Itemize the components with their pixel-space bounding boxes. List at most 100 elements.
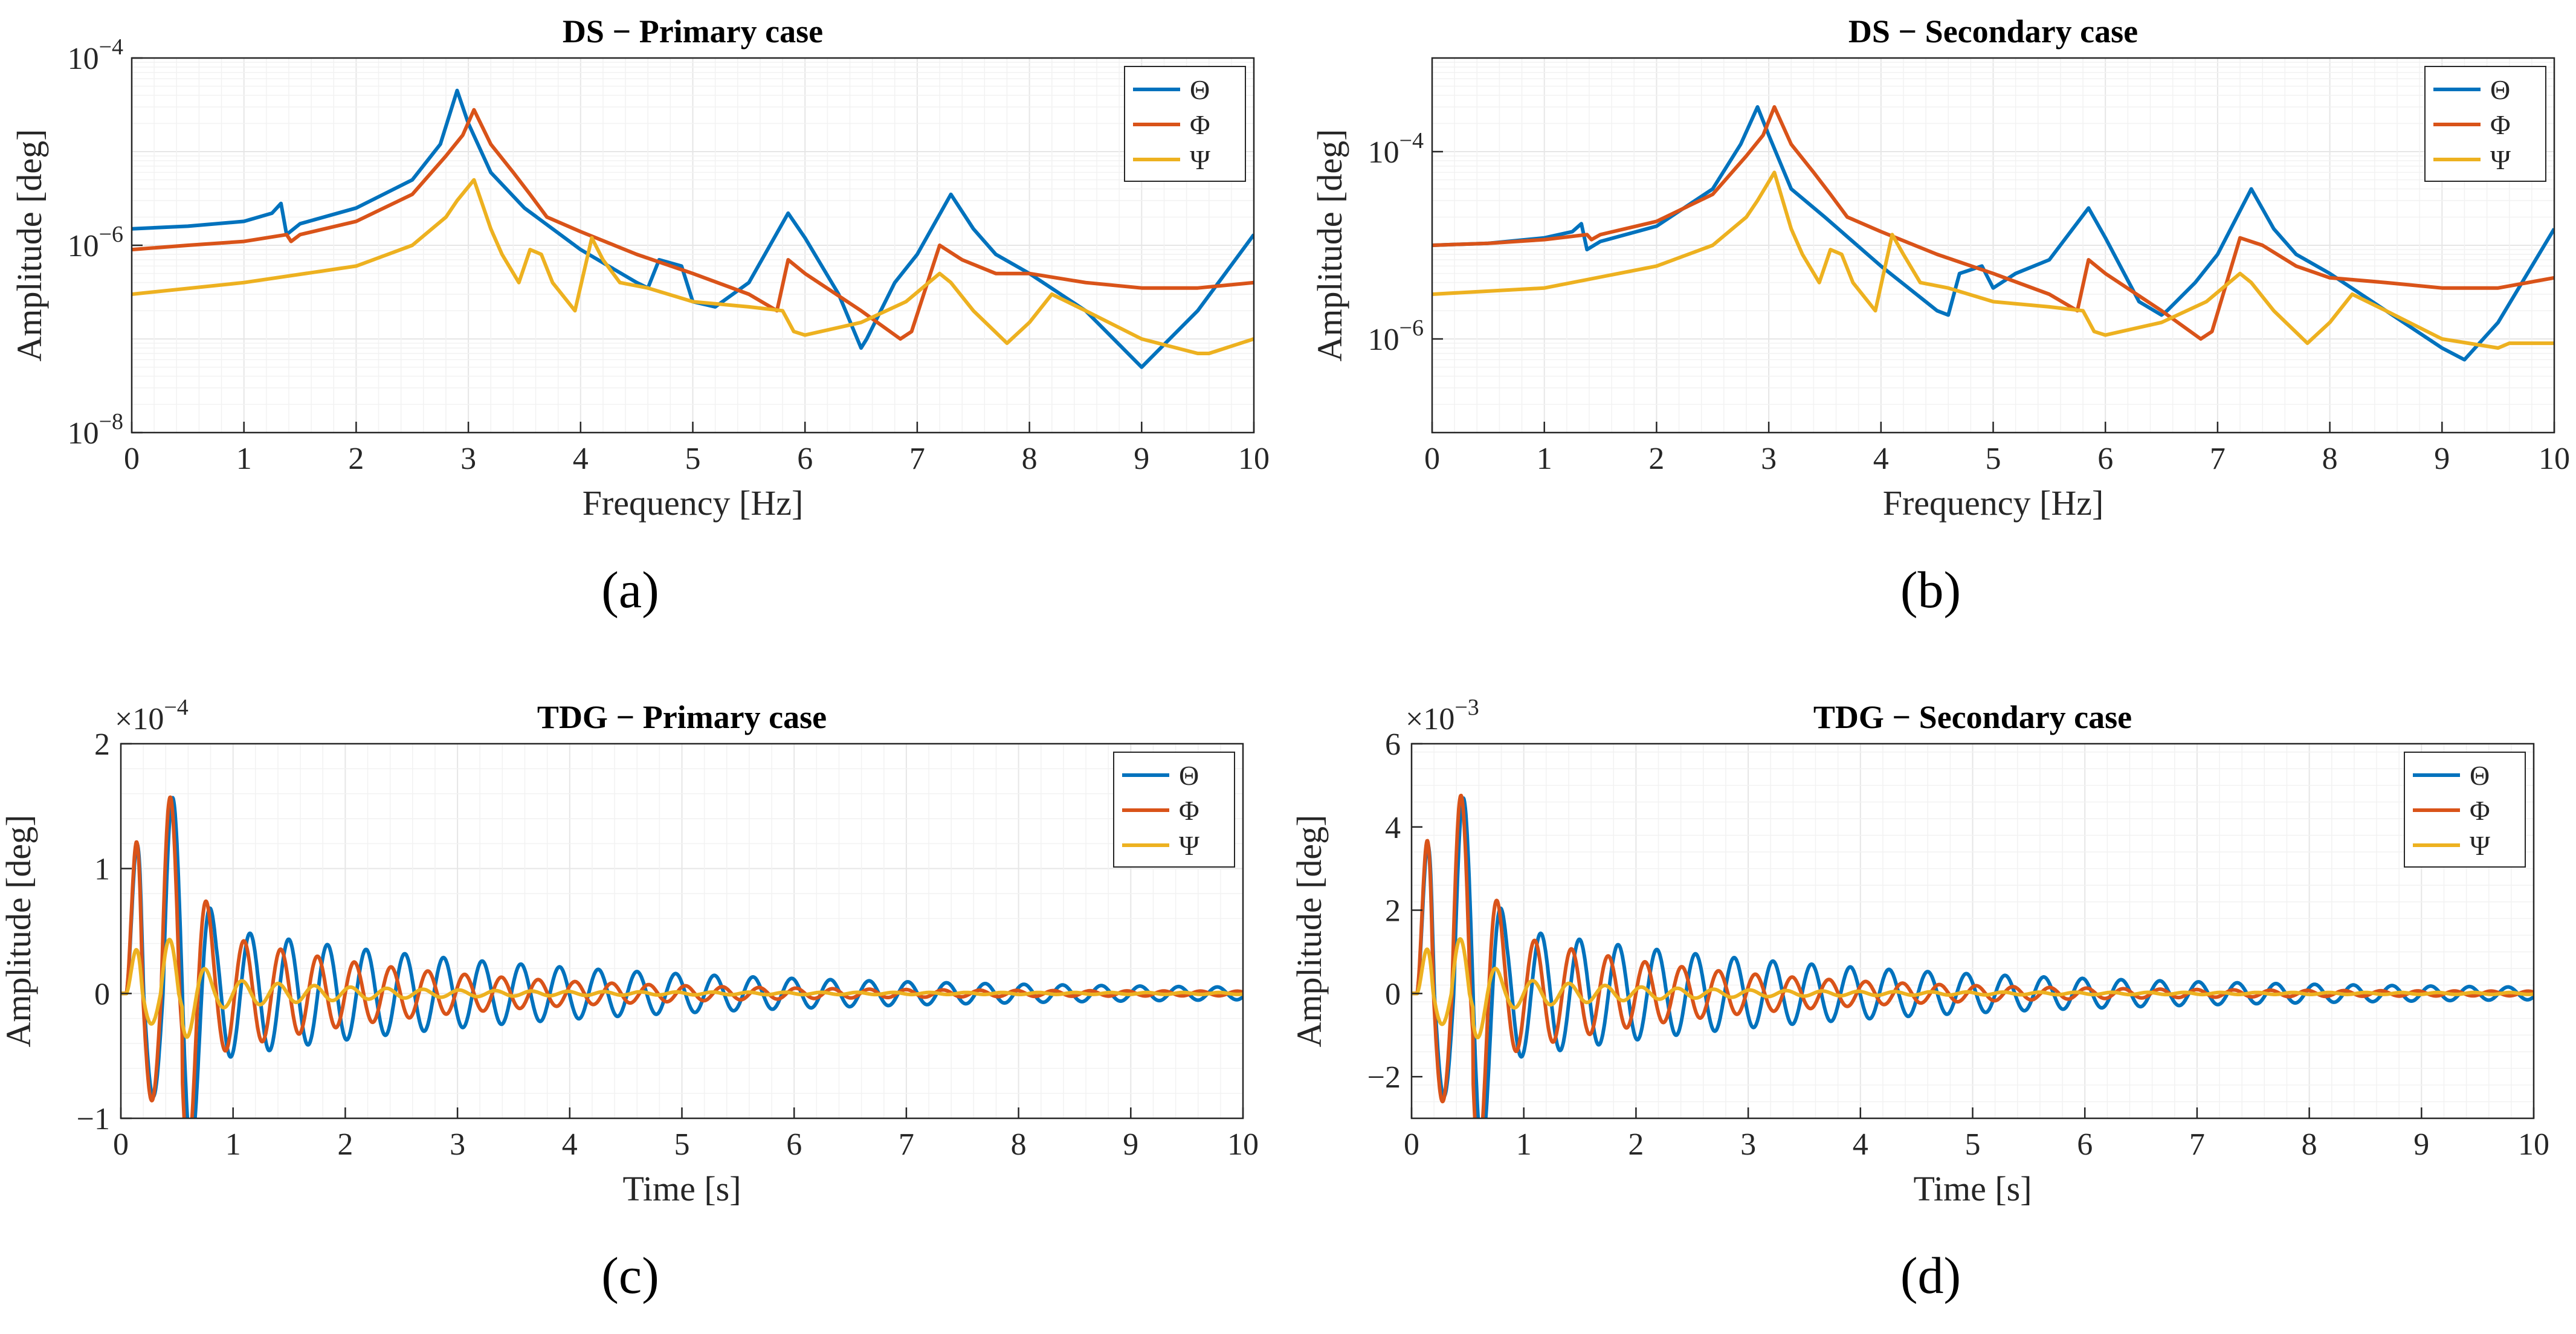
y-axis-label: Amplitude [deg] bbox=[1290, 815, 1329, 1048]
x-tick-label: 9 bbox=[2434, 442, 2450, 476]
x-tick-label: 5 bbox=[1986, 442, 2001, 476]
x-tick-label: 9 bbox=[1134, 442, 1149, 476]
series-group bbox=[132, 88, 1254, 369]
panel-label: (a) bbox=[601, 561, 659, 619]
series-line-psi bbox=[1412, 937, 2534, 1040]
exponent-power: −4 bbox=[164, 695, 188, 720]
series-line-theta bbox=[132, 88, 1254, 369]
series-line-theta bbox=[1432, 105, 2554, 362]
x-tick-label: 8 bbox=[1022, 442, 1038, 476]
x-axis-label: Frequency [Hz] bbox=[1883, 483, 2104, 523]
y-tick-exponent: −8 bbox=[99, 409, 123, 434]
y-tick-label: 10−6 bbox=[1368, 315, 1424, 357]
grid-minor bbox=[1432, 58, 2554, 433]
legend-label: Φ bbox=[1190, 109, 1210, 140]
exponent-base: ×10 bbox=[115, 702, 164, 736]
x-tick-label: 1 bbox=[1516, 1127, 1532, 1162]
x-axis-label: Time [s] bbox=[622, 1169, 741, 1208]
x-axis-label: Frequency [Hz] bbox=[583, 483, 804, 523]
y-tick-label: 10−6 bbox=[68, 222, 123, 263]
x-tick-label: 3 bbox=[460, 442, 476, 476]
x-tick-label: 3 bbox=[1761, 442, 1777, 476]
grid-minor bbox=[132, 58, 1254, 433]
x-tick-label: 2 bbox=[337, 1127, 353, 1162]
y-tick-exponent: −6 bbox=[1399, 315, 1424, 341]
y-tick-base: 10 bbox=[68, 229, 99, 263]
x-tick-label: 10 bbox=[1227, 1127, 1259, 1162]
y-tick-base: 10 bbox=[1368, 135, 1399, 170]
x-tick-label: 1 bbox=[225, 1127, 241, 1162]
x-tick-label: 1 bbox=[1537, 442, 1552, 476]
y-tick-label: 2 bbox=[1385, 894, 1401, 929]
series-line-psi bbox=[132, 178, 1254, 355]
y-axis-label: Amplitude [deg] bbox=[0, 815, 38, 1048]
x-tick-label: 2 bbox=[1628, 1127, 1644, 1162]
legend: ΘΦΨ bbox=[1124, 66, 1246, 182]
x-tick-label: 9 bbox=[1123, 1127, 1138, 1162]
x-tick-label: 5 bbox=[1965, 1127, 1981, 1162]
y-tick-exponent: −6 bbox=[99, 222, 123, 247]
y-tick-label: 0 bbox=[1385, 977, 1401, 1011]
y-tick-base: 10 bbox=[68, 416, 99, 451]
series-group bbox=[121, 795, 1243, 1118]
legend: ΘΦΨ bbox=[2424, 66, 2546, 182]
x-tick-label: 10 bbox=[2539, 442, 2570, 476]
x-tick-label: 10 bbox=[1238, 442, 1270, 476]
x-tick-label: 0 bbox=[113, 1127, 129, 1162]
x-tick-label: 2 bbox=[1648, 442, 1664, 476]
x-tick-label: 2 bbox=[348, 442, 364, 476]
x-tick-label: 7 bbox=[909, 442, 925, 476]
x-tick-label: 8 bbox=[2302, 1127, 2317, 1162]
legend-label: Ψ bbox=[2490, 144, 2511, 175]
legend: ΘΦΨ bbox=[2404, 752, 2526, 868]
y-exponent-label: ×10−3 bbox=[1406, 695, 1479, 736]
x-tick-label: 3 bbox=[450, 1127, 465, 1162]
y-tick-base: 10 bbox=[1368, 323, 1399, 357]
y-tick-label: −1 bbox=[77, 1102, 110, 1136]
y-tick-label: 6 bbox=[1385, 727, 1401, 762]
series-line-phi bbox=[132, 108, 1254, 341]
legend-label: Ψ bbox=[2470, 830, 2490, 861]
legend-label: Θ bbox=[2470, 760, 2490, 791]
legend-label: Ψ bbox=[1179, 830, 1199, 861]
x-tick-label: 7 bbox=[2189, 1127, 2205, 1162]
x-tick-label: 0 bbox=[1424, 442, 1440, 476]
series-group bbox=[1412, 793, 2534, 1118]
legend-label: Φ bbox=[2490, 109, 2511, 140]
y-tick-label: 4 bbox=[1385, 811, 1401, 845]
x-tick-label: 4 bbox=[1873, 442, 1889, 476]
y-exponent-label: ×10−4 bbox=[115, 695, 189, 736]
panel-label: (c) bbox=[601, 1246, 659, 1304]
series-line-phi bbox=[1412, 793, 2534, 1118]
x-tick-label: 4 bbox=[562, 1127, 578, 1162]
x-tick-label: 5 bbox=[685, 442, 701, 476]
x-tick-label: 10 bbox=[2518, 1127, 2549, 1162]
legend-label: Ψ bbox=[1190, 144, 1210, 175]
exponent-base: ×10 bbox=[1406, 702, 1454, 736]
chart-title: TDG − Secondary case bbox=[1813, 699, 2132, 735]
x-tick-label: 7 bbox=[899, 1127, 914, 1162]
x-tick-label: 8 bbox=[1011, 1127, 1027, 1162]
x-tick-label: 0 bbox=[124, 442, 140, 476]
panel-label: (b) bbox=[1900, 561, 1961, 619]
x-tick-label: 5 bbox=[674, 1127, 690, 1162]
x-tick-label: 6 bbox=[786, 1127, 802, 1162]
x-tick-label: 1 bbox=[236, 442, 252, 476]
x-tick-label: 9 bbox=[2413, 1127, 2429, 1162]
x-tick-label: 4 bbox=[1853, 1127, 1868, 1162]
x-tick-label: 6 bbox=[2077, 1127, 2093, 1162]
exponent-power: −3 bbox=[1454, 695, 1479, 720]
legend-label: Φ bbox=[1179, 795, 1199, 826]
y-tick-exponent: −4 bbox=[99, 34, 123, 60]
series-line-psi bbox=[121, 938, 1243, 1039]
y-tick-label: −2 bbox=[1367, 1060, 1401, 1095]
x-tick-label: 3 bbox=[1740, 1127, 1756, 1162]
legend-label: Θ bbox=[2490, 74, 2510, 105]
x-axis-label: Time [s] bbox=[1913, 1169, 2032, 1208]
y-axis-label: Amplitude [deg] bbox=[1310, 129, 1349, 362]
chart-title: DS − Primary case bbox=[563, 13, 823, 50]
